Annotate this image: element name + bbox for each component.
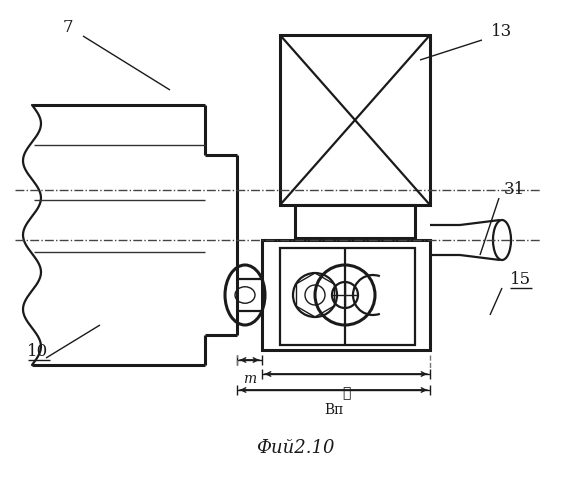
Bar	[262, 240, 430, 350]
Text: ℓ: ℓ	[342, 386, 350, 400]
Bar	[280, 248, 415, 345]
Text: Фий2.10: Фий2.10	[256, 439, 334, 457]
Text: 31: 31	[503, 182, 524, 198]
Bar	[280, 35, 430, 205]
Text: m: m	[243, 372, 256, 386]
Text: Вп: Вп	[324, 403, 343, 417]
Text: 7: 7	[63, 20, 74, 36]
Bar	[295, 205, 415, 238]
Text: 13: 13	[492, 24, 513, 40]
Text: 10: 10	[28, 344, 49, 360]
Text: 15: 15	[509, 272, 531, 288]
